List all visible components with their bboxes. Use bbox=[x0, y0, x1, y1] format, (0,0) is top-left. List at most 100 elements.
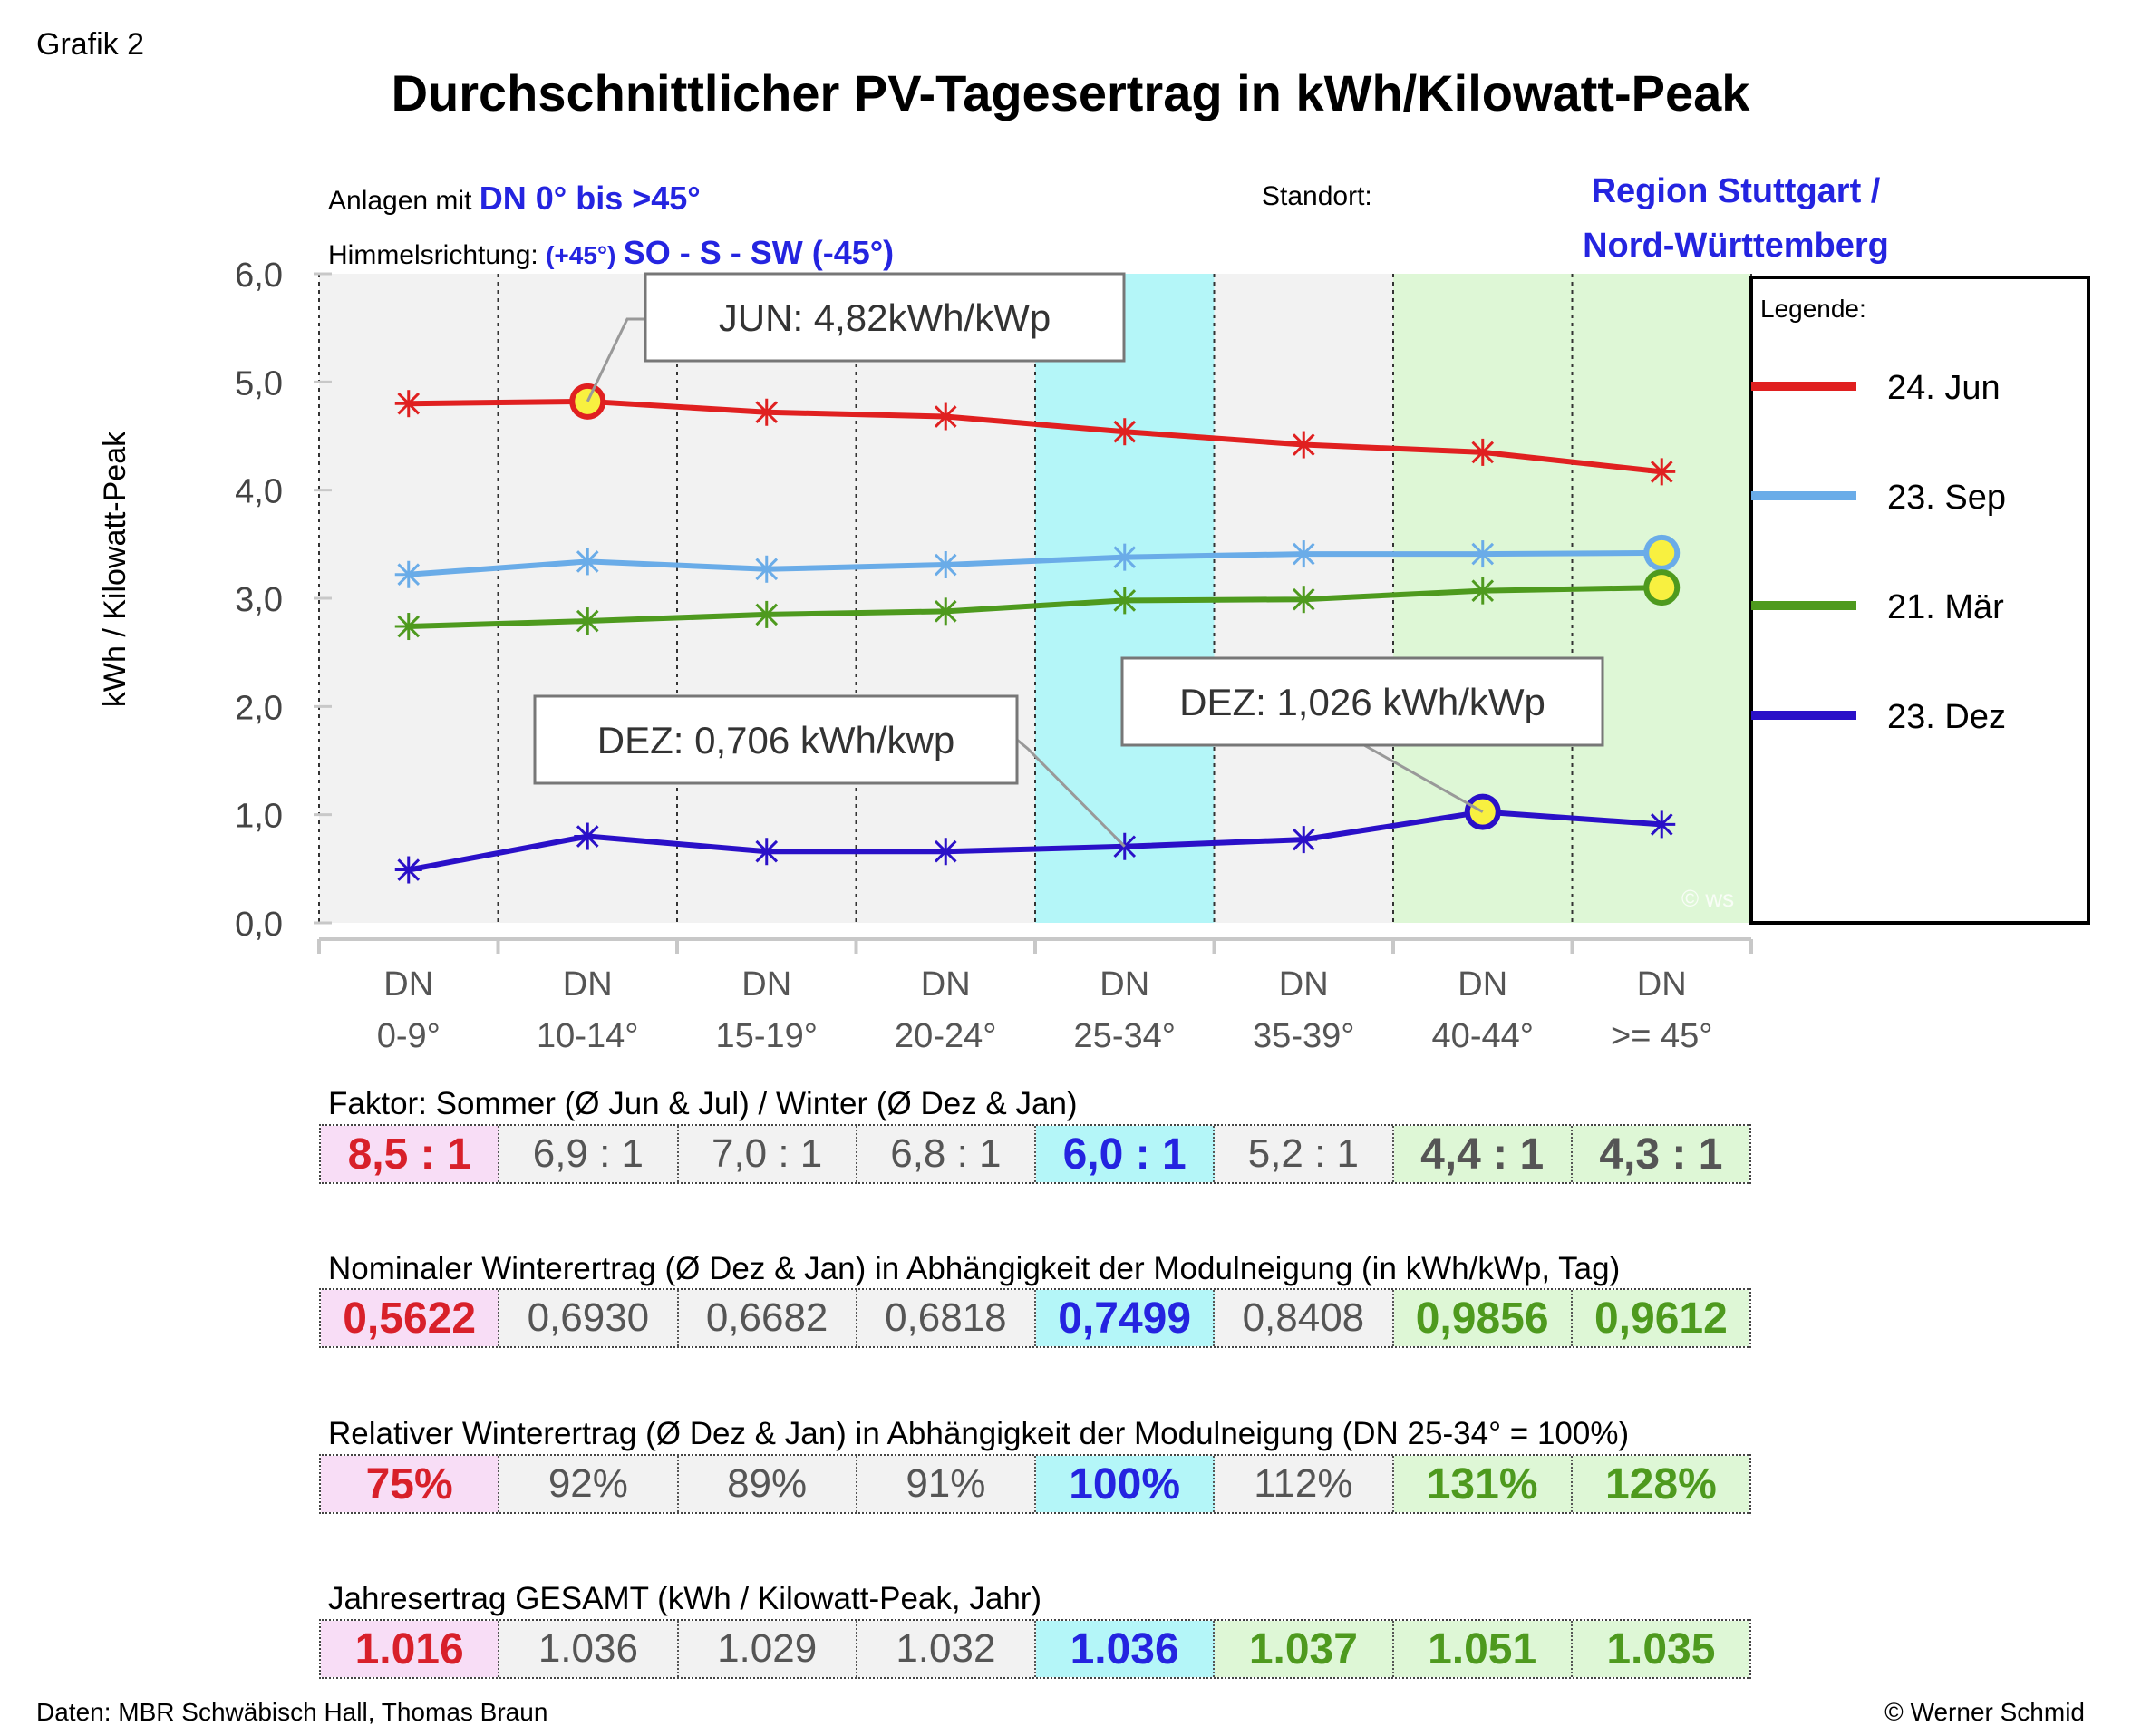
data-point bbox=[1110, 543, 1138, 571]
himmelsrichtung-info: Himmelsrichtung: (+45°) SO - S - SW (-45… bbox=[328, 234, 894, 272]
table-cell: 89% bbox=[678, 1456, 857, 1512]
footer-source: Daten: MBR Schwäbisch Hall, Thomas Braun bbox=[36, 1698, 548, 1726]
footer-copyright: © Werner Schmid bbox=[1884, 1698, 2085, 1726]
table-cell: 0,9612 bbox=[1572, 1290, 1749, 1346]
annotation-callout: JUN: 4,82kWh/kWp bbox=[586, 272, 1126, 402]
y-tick-label: 2,0 bbox=[235, 689, 283, 727]
himmel-small: (+45°) bbox=[546, 241, 616, 269]
anlagen-prefix: Anlagen mit bbox=[328, 186, 472, 216]
anlagen-info: Anlagen mit DN 0° bis >45° bbox=[328, 179, 701, 218]
x-tick-label: 0-9° bbox=[377, 1017, 441, 1055]
highlight-point bbox=[1643, 534, 1681, 571]
marker-stroke bbox=[755, 401, 779, 424]
marker-stroke bbox=[934, 600, 957, 623]
table-cell: 91% bbox=[857, 1456, 1036, 1512]
x-tick-label: DN bbox=[383, 965, 433, 1004]
series-line bbox=[408, 585, 1662, 630]
callout-box bbox=[533, 694, 1019, 785]
y-tick-label: 0,0 bbox=[235, 906, 283, 944]
x-tick-label: 35-39° bbox=[1253, 1017, 1354, 1055]
table-cell: 1.037 bbox=[1215, 1621, 1394, 1677]
data-point bbox=[932, 551, 960, 579]
y-tick-label: 3,0 bbox=[235, 581, 283, 619]
x-tick-label: 40-44° bbox=[1432, 1017, 1534, 1055]
data-point bbox=[1110, 587, 1138, 615]
x-tick-label: 20-24° bbox=[895, 1017, 996, 1055]
marker-stroke bbox=[1113, 420, 1137, 443]
table-cell: 1.036 bbox=[1036, 1621, 1216, 1677]
table-cell: 8,5 : 1 bbox=[321, 1126, 500, 1182]
table-cell: 1.036 bbox=[499, 1621, 679, 1677]
series-line bbox=[408, 398, 1662, 475]
table-cell: 92% bbox=[499, 1456, 679, 1512]
data-point bbox=[1468, 577, 1497, 605]
series-line bbox=[408, 809, 1662, 873]
table-cell: 0,8408 bbox=[1215, 1290, 1394, 1346]
himmel-prefix: Himmelsrichtung: bbox=[328, 240, 538, 270]
marker-stroke bbox=[1650, 461, 1673, 483]
table-label: Nominaler Winterertrag (Ø Dez & Jan) in … bbox=[328, 1251, 1621, 1286]
table-cell: 112% bbox=[1215, 1456, 1394, 1512]
callout-box bbox=[644, 272, 1126, 363]
marker-stroke bbox=[397, 858, 421, 881]
table-row: 0,5622 0,6930 0,6682 0,6818 0,7499 0,8408 0,98… bbox=[319, 1288, 1751, 1348]
table-cell: 6,9 : 1 bbox=[499, 1126, 679, 1182]
table-cell: 1.051 bbox=[1393, 1621, 1573, 1677]
highlight-band-40-45 bbox=[1393, 274, 1751, 923]
annotation-callout: DEZ: 1,026 kWh/kWp bbox=[1120, 656, 1604, 813]
data-point bbox=[1468, 540, 1497, 568]
x-tick-label: 15-19° bbox=[716, 1017, 818, 1055]
table-cell: 0,5622 bbox=[321, 1290, 500, 1346]
x-tick-label: DN bbox=[1100, 965, 1149, 1004]
axes bbox=[314, 272, 1753, 954]
x-tick-label: DN bbox=[921, 965, 971, 1004]
legend-label: 21. Mär bbox=[1887, 588, 2004, 626]
callout-leader bbox=[586, 317, 645, 402]
marker-stroke bbox=[934, 405, 957, 428]
data-point bbox=[752, 600, 780, 628]
marker-stroke bbox=[1471, 579, 1495, 602]
marker-stroke bbox=[934, 839, 957, 863]
table-cell: 4,3 : 1 bbox=[1572, 1126, 1749, 1182]
marker-stroke bbox=[1292, 828, 1315, 851]
data-point bbox=[1648, 458, 1676, 486]
x-tick-label: DN bbox=[1279, 965, 1329, 1004]
callout-text: DEZ: 1,026 kWh/kWp bbox=[1179, 681, 1545, 723]
data-point bbox=[394, 856, 422, 884]
marker-stroke bbox=[755, 558, 779, 581]
x-tick-label: DN bbox=[563, 965, 613, 1004]
figure-number: Grafik 2 bbox=[36, 27, 145, 62]
annotation-callout: DEZ: 0,706 kWh/kwp bbox=[533, 694, 1126, 848]
marker-stroke bbox=[755, 839, 779, 863]
data-point bbox=[932, 597, 960, 626]
table-cell: 131% bbox=[1393, 1456, 1573, 1512]
x-tick-label: >= 45° bbox=[1611, 1017, 1712, 1055]
marker-stroke bbox=[576, 825, 599, 848]
legend: Legende: 24. Jun 23. Sep 21. Mär 23. Dez bbox=[1749, 276, 2090, 925]
marker-stroke bbox=[397, 392, 421, 415]
table-row: 75% 92% 89% 91% 100% 112% 131% 128% bbox=[319, 1454, 1751, 1514]
series-lines bbox=[394, 383, 1681, 884]
table-cell: 0,6818 bbox=[857, 1290, 1036, 1346]
standort-label: Standort: bbox=[1262, 181, 1372, 211]
data-point bbox=[752, 838, 780, 866]
marker-stroke bbox=[1471, 441, 1495, 464]
callout-leader bbox=[1363, 743, 1484, 813]
data-point bbox=[932, 402, 960, 431]
table-row: 1.016 1.036 1.029 1.032 1.036 1.037 1.051 1.035 bbox=[319, 1619, 1751, 1679]
table-cell: 128% bbox=[1572, 1456, 1749, 1512]
table-cell: 100% bbox=[1036, 1456, 1216, 1512]
data-point bbox=[1110, 418, 1138, 446]
data-point bbox=[574, 607, 602, 635]
table-cell: 75% bbox=[321, 1456, 500, 1512]
data-point bbox=[394, 390, 422, 418]
legend-label: 23. Dez bbox=[1887, 698, 2006, 736]
marker-stroke bbox=[1292, 433, 1315, 456]
table-cell: 6,0 : 1 bbox=[1036, 1126, 1216, 1182]
table-cell: 0,9856 bbox=[1393, 1290, 1573, 1346]
table-cell: 1.035 bbox=[1572, 1621, 1749, 1677]
table-label: Relativer Winterertrag (Ø Dez & Jan) in … bbox=[328, 1416, 1630, 1451]
x-tick-label: DN bbox=[741, 965, 791, 1004]
table-label: Faktor: Sommer (Ø Jun & Jul) / Winter (Ø… bbox=[328, 1086, 1078, 1121]
x-tick-labels: DN 0-9° DN 10-14° DN 15-19° DN 20-24° DN 25-34° DN… bbox=[377, 965, 1713, 1055]
